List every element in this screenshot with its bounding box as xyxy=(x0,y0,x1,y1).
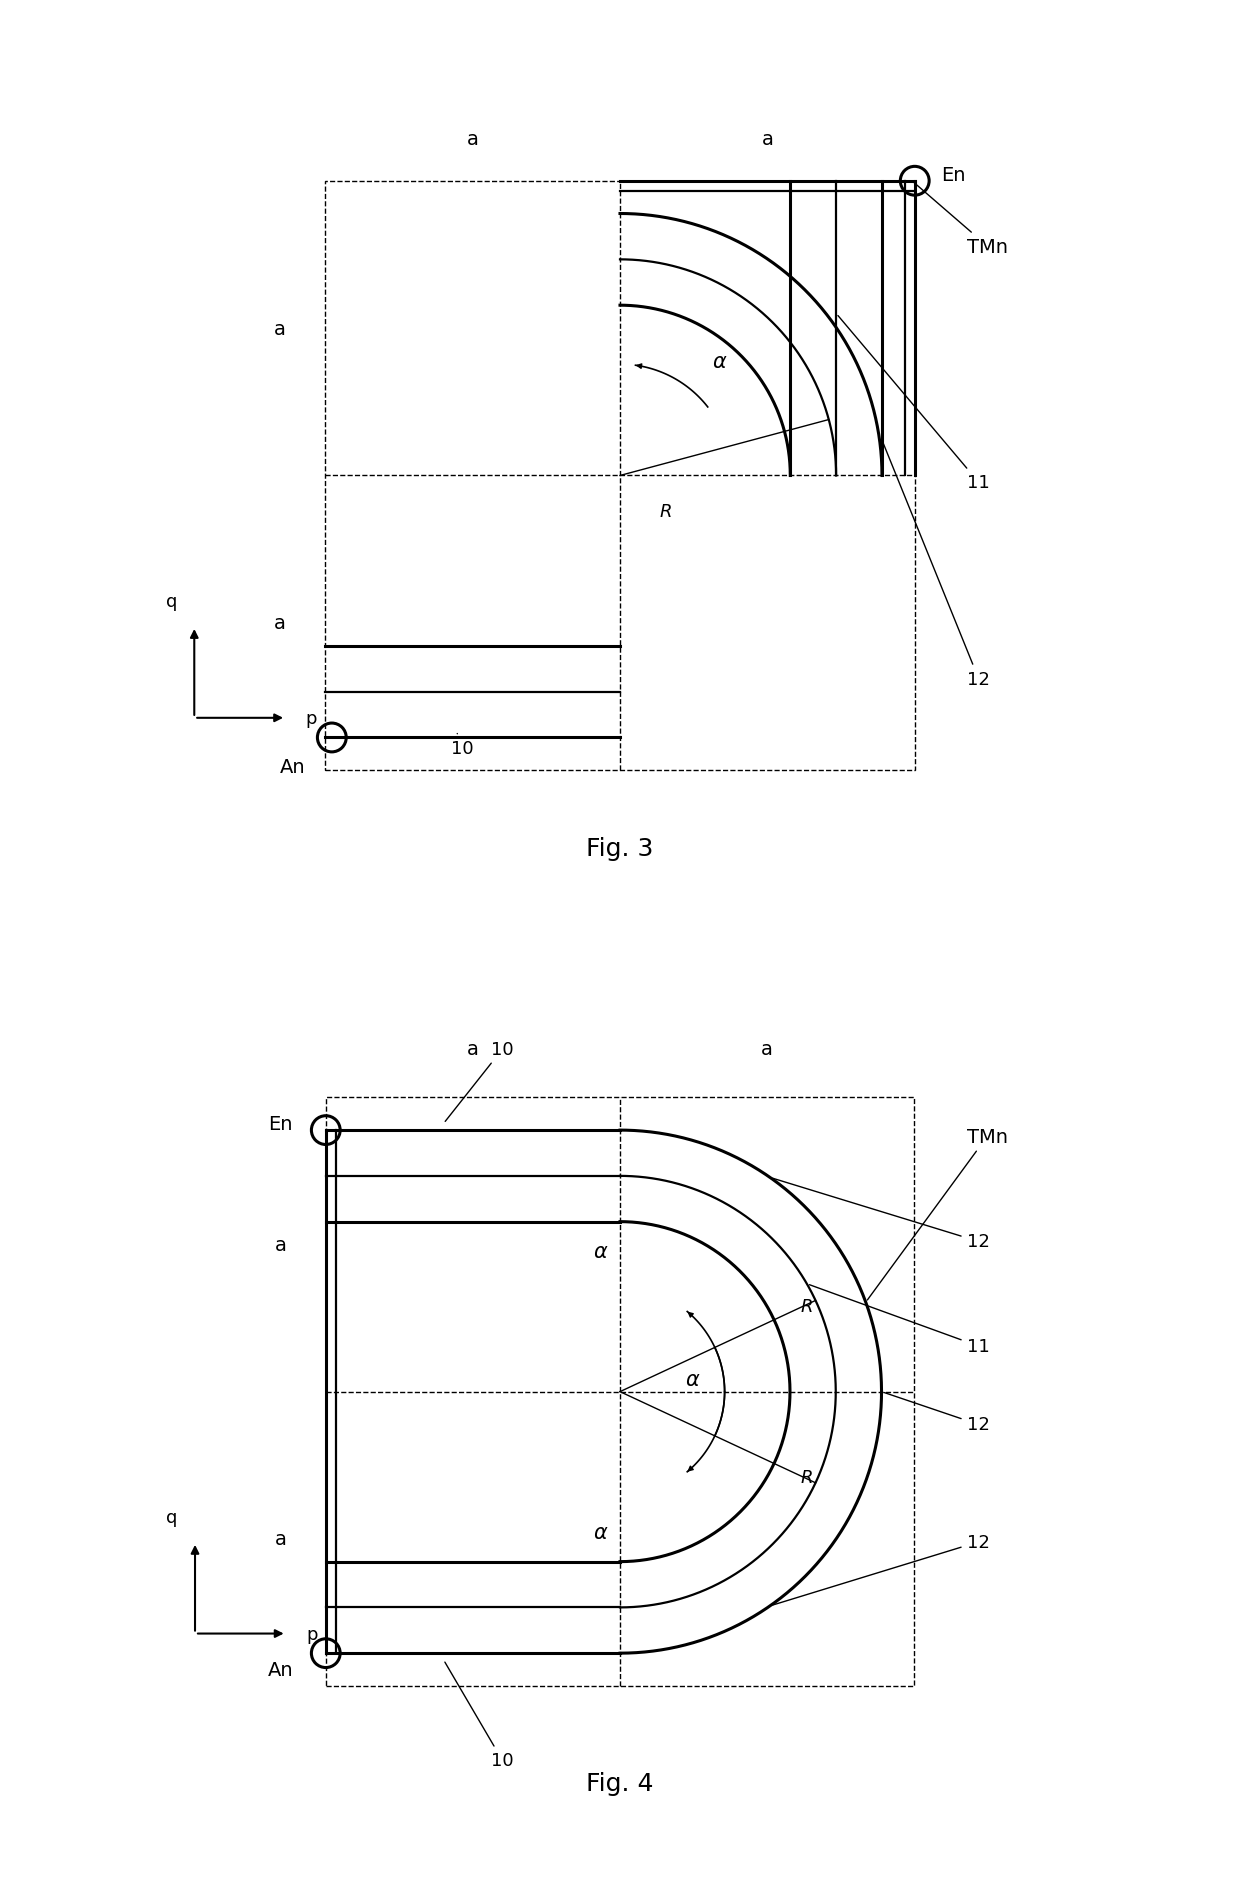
Text: q: q xyxy=(166,593,177,610)
Text: R: R xyxy=(660,502,672,521)
Text: a: a xyxy=(275,1235,286,1255)
Bar xyxy=(326,1097,914,1686)
Text: a: a xyxy=(275,1530,286,1549)
Text: $\alpha$: $\alpha$ xyxy=(593,1242,608,1261)
Text: Fig. 4: Fig. 4 xyxy=(587,1771,653,1795)
Text: a: a xyxy=(274,614,286,632)
Text: An: An xyxy=(280,758,305,777)
Text: a: a xyxy=(274,320,286,339)
Text: 10: 10 xyxy=(445,1662,513,1769)
Text: p: p xyxy=(306,1624,317,1643)
Text: 10: 10 xyxy=(451,734,474,758)
Text: R: R xyxy=(801,1468,813,1487)
Text: 12: 12 xyxy=(884,1393,990,1434)
Text: En: En xyxy=(941,166,966,184)
Text: An: An xyxy=(268,1660,293,1679)
Text: $\alpha$: $\alpha$ xyxy=(593,1523,608,1543)
Text: a: a xyxy=(467,1039,479,1058)
Text: p: p xyxy=(305,710,317,728)
Text: Fig. 3: Fig. 3 xyxy=(587,836,653,860)
Text: 12: 12 xyxy=(773,1534,990,1605)
Text: TMn: TMn xyxy=(913,183,1008,256)
Text: q: q xyxy=(166,1507,177,1526)
Text: 10: 10 xyxy=(445,1041,513,1122)
Text: a: a xyxy=(466,130,479,149)
Text: a: a xyxy=(761,130,774,149)
Text: R: R xyxy=(801,1297,813,1316)
Text: 11: 11 xyxy=(838,316,990,491)
Text: TMn: TMn xyxy=(868,1127,1008,1300)
Text: En: En xyxy=(269,1114,293,1133)
Text: a: a xyxy=(761,1039,773,1058)
Text: $\alpha$: $\alpha$ xyxy=(712,352,727,371)
Text: 11: 11 xyxy=(810,1285,990,1355)
Text: 12: 12 xyxy=(773,1178,990,1252)
Text: 12: 12 xyxy=(883,444,990,689)
Bar xyxy=(325,183,915,772)
Text: $\alpha$: $\alpha$ xyxy=(686,1368,701,1389)
